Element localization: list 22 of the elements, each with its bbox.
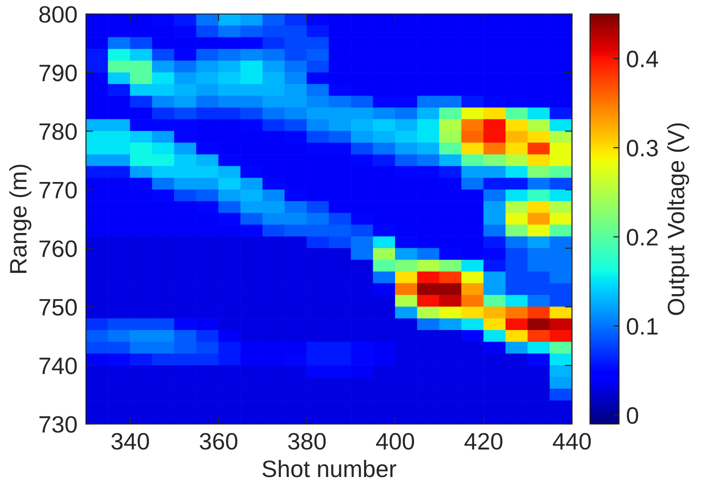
- x-tick-label: 440: [552, 432, 591, 450]
- y-tick-label: 730: [39, 416, 77, 433]
- color-bar-label: 0.3: [626, 140, 658, 156]
- y-tick-label: 750: [39, 298, 77, 316]
- color-bar-label: 0.4: [626, 50, 658, 68]
- x-axis-title: Shot number: [262, 460, 396, 478]
- x-tick-label: 380: [288, 432, 326, 450]
- color-bar-label: 0.2: [626, 228, 658, 246]
- color-bar-title: Output Voltage (V): [667, 123, 690, 316]
- y-tick-label: 770: [39, 182, 77, 198]
- y-axis-title: Range (m): [9, 164, 32, 273]
- y-tick-label: 760: [39, 240, 77, 258]
- y-tick-label: 800: [39, 6, 77, 23]
- y-tick-label: 740: [39, 357, 77, 374]
- y-tick-label: 790: [39, 64, 77, 82]
- color-bar-label: 0.1: [626, 318, 658, 335]
- x-tick-label: 360: [200, 432, 238, 450]
- x-tick-label: 340: [111, 432, 149, 450]
- x-tick-label: 420: [464, 432, 502, 450]
- x-tick-label: 400: [376, 432, 414, 450]
- color-bar-label: 0: [626, 407, 638, 424]
- y-tick-label: 780: [39, 123, 77, 140]
